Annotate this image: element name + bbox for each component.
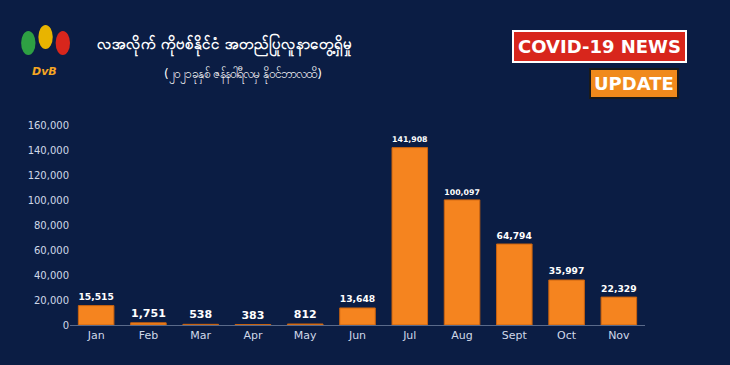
svg-text:100,000: 100,000 — [28, 195, 69, 206]
svg-text:လအလိုက် ကိုဗစ်နိုင်ငံ အတည်ပြုလ: လအလိုက် ကိုဗစ်နိုင်ငံ အတည်ပြုလူနာတွေ့ရှိ… — [97, 33, 352, 57]
svg-text:COVID-19 NEWS: COVID-19 NEWS — [518, 36, 681, 57]
svg-text:141,908: 141,908 — [392, 135, 428, 144]
svg-text:140,000: 140,000 — [28, 145, 69, 156]
svg-text:0: 0 — [63, 320, 69, 331]
svg-text:64,794: 64,794 — [497, 231, 532, 241]
svg-text:Sept: Sept — [502, 329, 528, 342]
svg-text:80,000: 80,000 — [34, 220, 69, 231]
svg-text:Jul: Jul — [402, 329, 416, 342]
svg-text:120,000: 120,000 — [28, 170, 69, 181]
svg-text:Aug: Aug — [451, 329, 472, 342]
svg-text:Feb: Feb — [139, 329, 158, 342]
svg-text:Mar: Mar — [190, 329, 211, 342]
svg-text:UPDATE: UPDATE — [594, 73, 674, 94]
svg-text:40,000: 40,000 — [34, 270, 69, 281]
svg-text:22,329: 22,329 — [601, 283, 637, 294]
svg-text:100,097: 100,097 — [444, 188, 480, 197]
svg-text:60,000: 60,000 — [34, 245, 69, 256]
svg-text:Jun: Jun — [348, 329, 366, 342]
svg-text:383: 383 — [241, 309, 264, 322]
svg-text:Oct: Oct — [557, 329, 577, 342]
svg-text:20,000: 20,000 — [34, 295, 69, 306]
svg-text:May: May — [294, 329, 317, 342]
svg-text:15,515: 15,515 — [78, 291, 114, 302]
svg-text:Apr: Apr — [243, 329, 263, 342]
svg-text:(၂၀၂၁ခုနှစ် ဇန်နဝါရီလမှ နိုဝင်: (၂၀၂၁ခုနှစ် ဇန်နဝါရီလမှ နိုဝင်ဘာလထိ) — [164, 66, 322, 84]
svg-text:538: 538 — [189, 308, 212, 321]
svg-text:Nov: Nov — [608, 329, 630, 342]
svg-text:13,648: 13,648 — [340, 293, 375, 304]
svg-text:1,751: 1,751 — [131, 307, 166, 320]
svg-text:35,997: 35,997 — [549, 265, 584, 276]
svg-text:DvB: DvB — [32, 65, 57, 78]
svg-text:Jan: Jan — [87, 329, 105, 342]
svg-text:160,000: 160,000 — [28, 120, 69, 131]
svg-text:812: 812 — [294, 308, 317, 321]
